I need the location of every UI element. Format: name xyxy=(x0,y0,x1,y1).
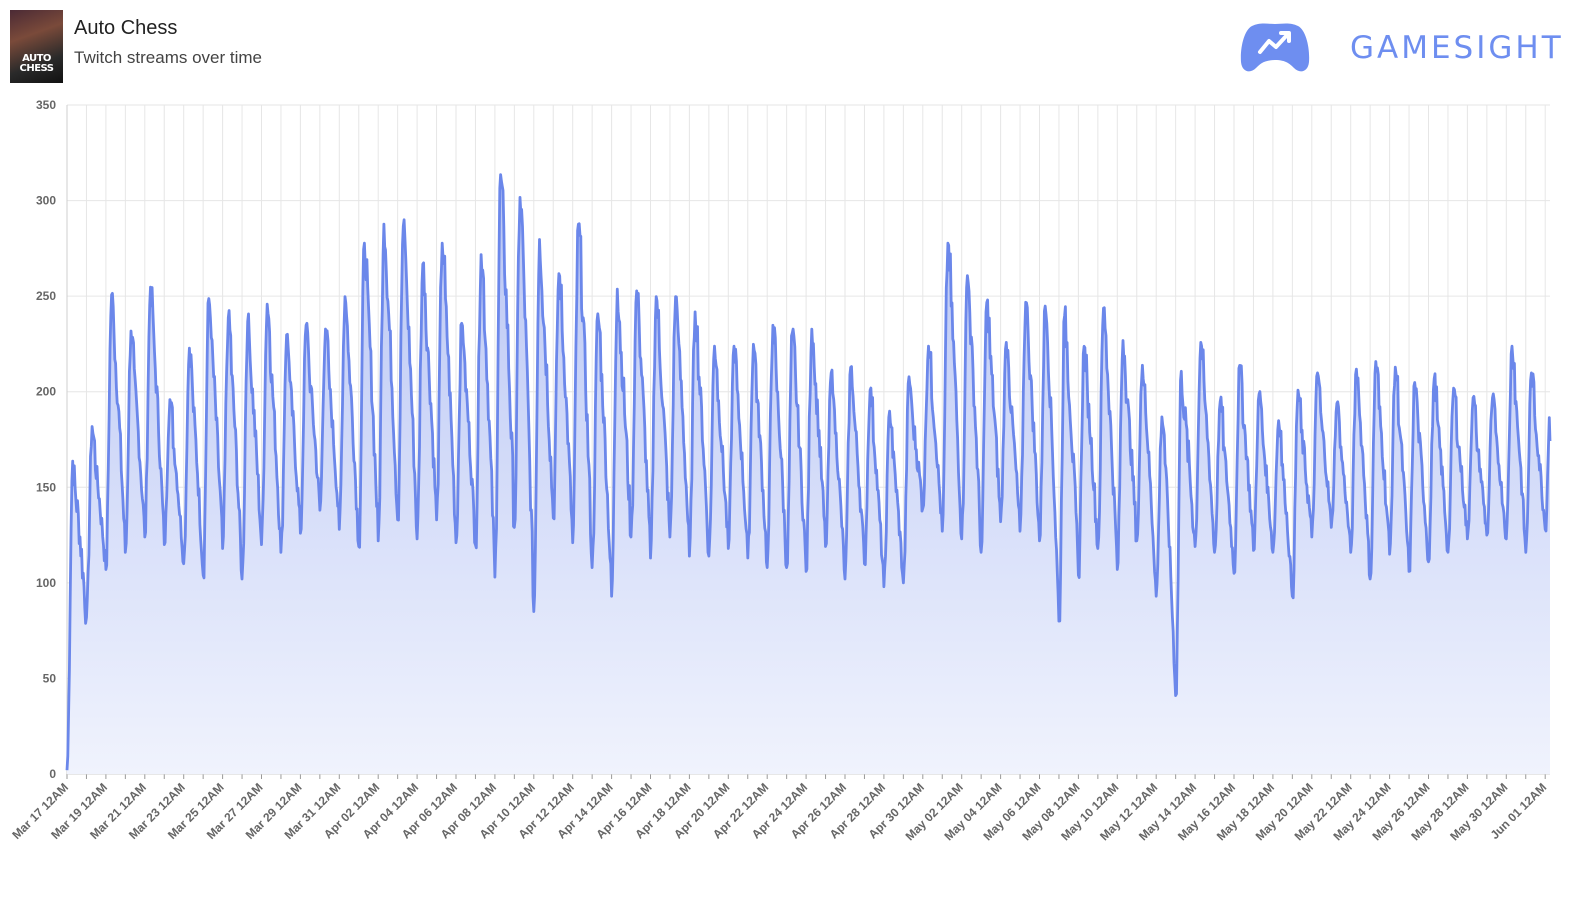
y-tick-label: 0 xyxy=(49,767,56,781)
y-tick-label: 150 xyxy=(36,480,56,494)
y-tick-label: 200 xyxy=(36,385,56,399)
y-tick-labels: 0 50 100 150 200 250 300 350 xyxy=(36,98,56,781)
game-thumbnail: AUTO CHESS xyxy=(10,10,63,83)
y-tick-label: 250 xyxy=(36,289,56,303)
thumbnail-logo-text: AUTO CHESS xyxy=(19,53,55,74)
gamepad-trend-icon xyxy=(1238,20,1312,76)
y-tick-label: 100 xyxy=(36,576,56,590)
brand-name: GAMESIGHT xyxy=(1350,30,1564,66)
series-line xyxy=(65,173,1552,771)
y-tick-label: 300 xyxy=(36,194,56,208)
y-tick-label: 350 xyxy=(36,98,56,112)
chart-header: AUTO CHESS Auto Chess Twitch streams ove… xyxy=(0,0,1587,92)
game-title: Auto Chess xyxy=(74,17,178,39)
area-fill xyxy=(67,174,1550,775)
chart-area: 0 50 100 150 200 250 300 350 Mar 17 12AM Mar 19 … xyxy=(0,92,1587,903)
chart-subtitle: Twitch streams over time xyxy=(74,48,262,67)
y-tick-label: 50 xyxy=(43,671,57,685)
